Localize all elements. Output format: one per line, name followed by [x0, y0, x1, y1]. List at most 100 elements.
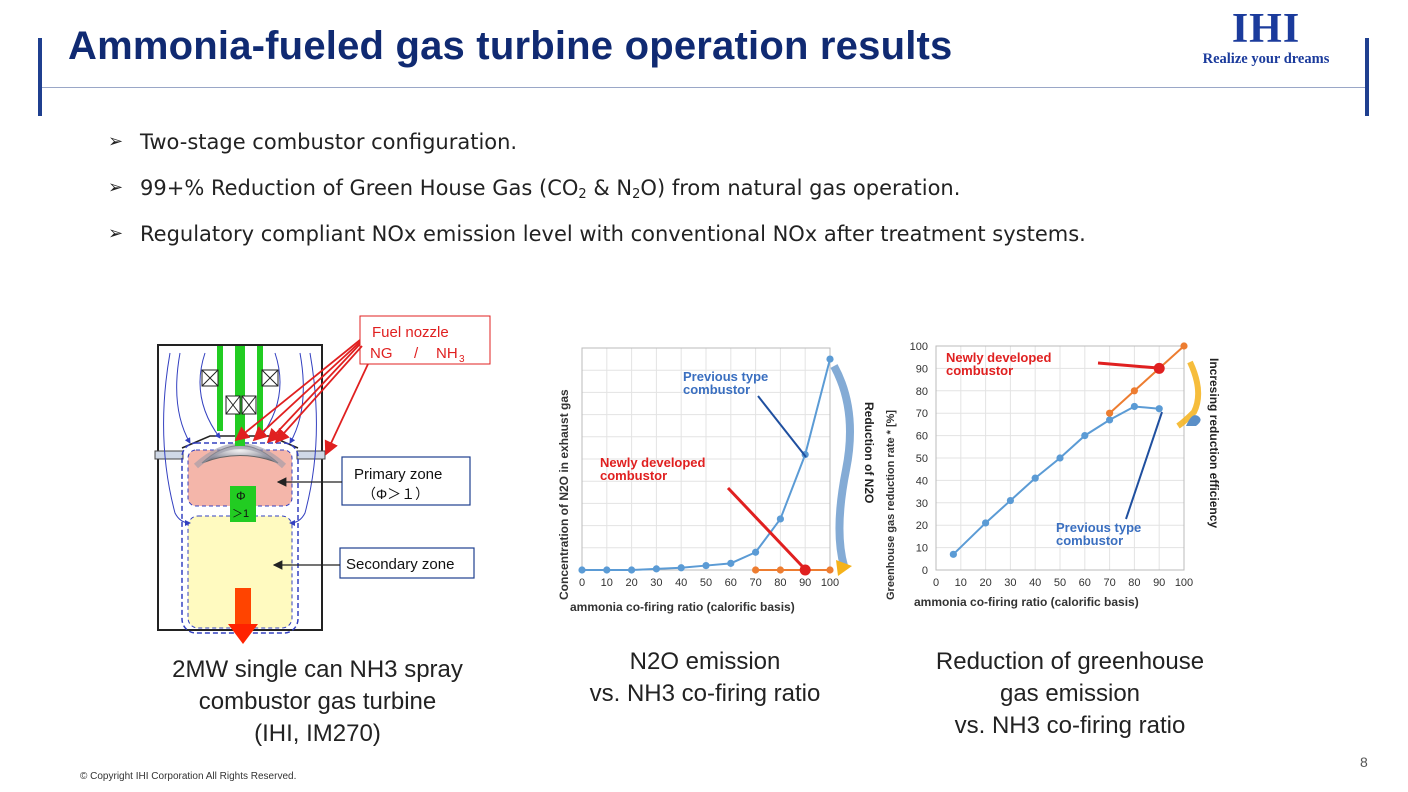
- x-tick-label: 90: [1153, 577, 1165, 589]
- ihi-logo: IHI Realize your dreams: [1170, 8, 1362, 68]
- data-point: [628, 566, 636, 574]
- n2o-emission-chart: 0 10 20 30 40 50 60 70 80 90 100 Concentration of …: [557, 347, 876, 614]
- x-tick-label: 10: [601, 577, 613, 589]
- fuel-nozzle-slash: /: [414, 345, 419, 362]
- data-point: [752, 566, 760, 574]
- annotation-newly-line2: combustor: [946, 363, 1013, 378]
- x-tick-label: 70: [749, 577, 761, 589]
- x-tick-label: 100: [1175, 577, 1193, 589]
- data-point: [1056, 454, 1064, 462]
- data-point: [1106, 416, 1114, 424]
- y-tick-label: 90: [916, 363, 928, 375]
- data-point: [1031, 474, 1039, 482]
- y-tick-label: 80: [916, 386, 928, 398]
- x-tick-label: 20: [979, 577, 991, 589]
- x-axis-label: ammonia co-firing ratio (calorific basis…: [914, 595, 1139, 609]
- data-point: [1006, 496, 1014, 505]
- ghg-reduction-chart: 0 10 20 30 40 50 60 70 80 90 100 0 10 20 30 40 50 60 70 80 9…: [885, 341, 1221, 609]
- bullet-item: ➢ Two-stage combustor configuration.: [108, 130, 518, 154]
- annotation-previous-line1: Previous type: [683, 369, 768, 384]
- bullet-item: ➢ Regulatory compliant NOx emission level…: [108, 222, 1086, 246]
- y-tick-label: 0: [922, 565, 928, 577]
- data-point: [677, 564, 685, 572]
- phi-box: [230, 486, 256, 522]
- data-point: [1106, 409, 1114, 417]
- y-tick-label: 40: [916, 475, 928, 487]
- x-tick-label: 10: [955, 577, 967, 589]
- secondary-zone-label: Secondary zone: [346, 556, 454, 573]
- annotation-previous-line1: Previous type: [1056, 520, 1141, 535]
- reduction-curve-arrow: [830, 364, 854, 568]
- y-tick-label: 30: [916, 498, 928, 510]
- title-divider: [42, 87, 1365, 88]
- data-point: [603, 566, 611, 574]
- data-point: [776, 515, 784, 523]
- x-tick-label: 50: [700, 577, 712, 589]
- y-tick-label: 10: [916, 543, 928, 555]
- right-annotation: Incresing reduction efficiency: [1207, 358, 1221, 528]
- logo-mark: IHI: [1231, 6, 1301, 52]
- y-tick-label: 50: [916, 453, 928, 465]
- title-accent-right: [1365, 38, 1369, 116]
- annotation-previous-pointer: [1125, 411, 1163, 520]
- series-line: [1108, 345, 1185, 414]
- flange-left: [154, 450, 184, 460]
- x-tick-label: 0: [579, 577, 585, 589]
- data-point: [727, 559, 735, 567]
- arrowhead-bullet-icon: ➢: [108, 177, 124, 198]
- page-title: Ammonia-fueled gas turbine operation res…: [68, 24, 953, 68]
- title-accent-left: [38, 38, 42, 116]
- x-tick-label: 0: [933, 577, 939, 589]
- x-tick-label: 30: [650, 577, 662, 589]
- data-point: [652, 565, 660, 573]
- highlight-point: [799, 564, 811, 576]
- primary-zone-label: Primary zone: [354, 466, 442, 483]
- x-tick-label: 60: [1079, 577, 1091, 589]
- logo-tagline: Realize your dreams: [1202, 51, 1330, 67]
- x-tick-label: 100: [821, 577, 839, 589]
- fuel-nozzle-ng: NG: [370, 345, 393, 362]
- x-tick-label: 70: [1103, 577, 1115, 589]
- exhaust-arrow-stem: [235, 588, 251, 624]
- combustor-caption: 2MW single can NH3 spray combustor gas t…: [172, 656, 463, 747]
- data-point: [949, 550, 957, 558]
- ghg-caption: Reduction of greenhouse gas emission vs.…: [935, 648, 1205, 739]
- data-point: [776, 566, 784, 574]
- data-point: [826, 355, 834, 363]
- flange-right: [296, 450, 326, 460]
- data-point: [1155, 405, 1163, 413]
- phi-condition: ＞1: [232, 508, 249, 520]
- data-point: [826, 566, 834, 574]
- increase-curve-arrow: [1176, 360, 1202, 429]
- secondary-zone-callout: [339, 547, 475, 579]
- x-tick-label: 40: [675, 577, 687, 589]
- x-tick-label: 20: [625, 577, 637, 589]
- y-tick-label: 70: [916, 408, 928, 420]
- data-point: [578, 566, 586, 574]
- annotation-previous-pointer: [757, 395, 807, 458]
- data-point: [1180, 342, 1188, 350]
- x-tick-label: 80: [774, 577, 786, 589]
- fuel-nozzle-nh3-sub: 3: [459, 354, 465, 365]
- fuel-nozzle-right: [257, 346, 263, 431]
- arrowhead-bullet-icon: ➢: [108, 131, 124, 152]
- x-tick-label: 60: [725, 577, 737, 589]
- fuel-nozzle-left: [217, 346, 223, 431]
- annotation-newly-pointer: [1097, 361, 1159, 370]
- data-point: [1130, 402, 1138, 411]
- x-tick-label: 30: [1004, 577, 1016, 589]
- x-axis-label: ammonia co-firing ratio (calorific basis…: [570, 600, 795, 614]
- data-point: [702, 561, 710, 570]
- x-tick-label: 80: [1128, 577, 1140, 589]
- y-axis-label: Greenhouse gas reduction rate * [%]: [885, 410, 897, 600]
- primary-zone-callout: [341, 456, 471, 506]
- fuel-nozzle-callout: [359, 315, 491, 365]
- fuel-callout-arrows: [234, 339, 369, 456]
- annotation-previous-line2: combustor: [1056, 533, 1123, 548]
- combustor-diagram: Φ ＞1 Fuel nozzle NG / NH 3 Primary zone …: [154, 315, 491, 644]
- bullet-list: ➢ Two-stage combustor configuration. ➢ 99+…: [108, 128, 1086, 266]
- primary-zone-cond: （Φ＞１）: [362, 486, 429, 502]
- exhaust-arrow-head: [228, 624, 258, 644]
- page-number: 8: [1360, 754, 1368, 770]
- fuel-nozzle-nh3: NH: [436, 345, 458, 362]
